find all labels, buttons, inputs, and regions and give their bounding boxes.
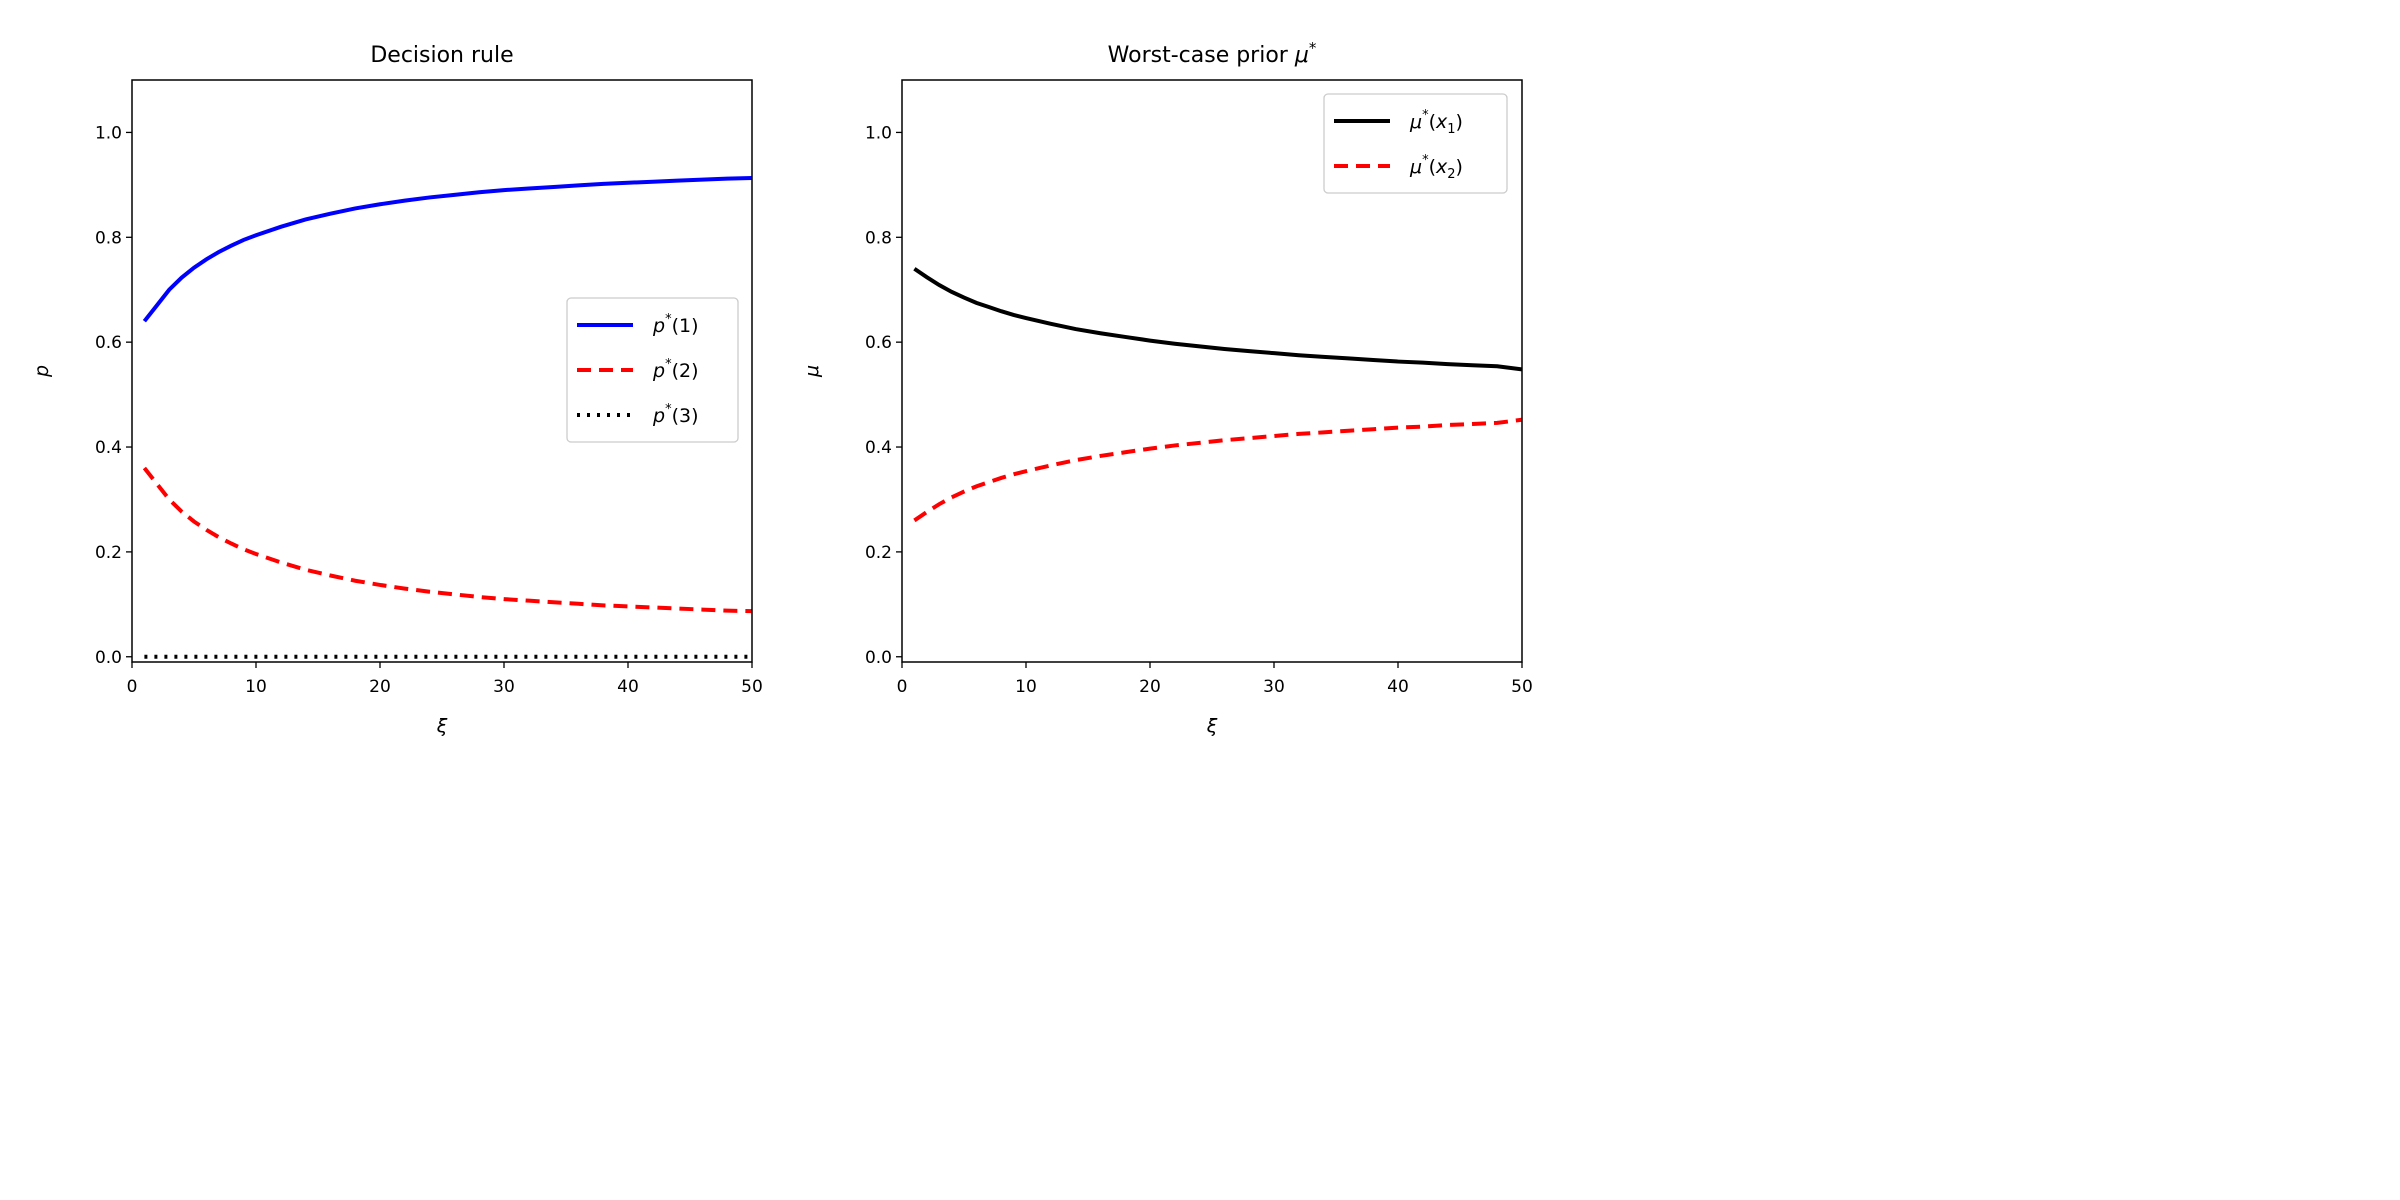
series-line-2 [142, 466, 752, 614]
series-line-2 [913, 417, 1522, 523]
y-tick-label: 0.2 [865, 543, 892, 563]
y-tick-label: 1.0 [865, 123, 892, 143]
x-tick-label: 10 [1015, 677, 1037, 697]
x-tick-label: 50 [741, 677, 763, 697]
chart-title: Decision rule [370, 43, 513, 68]
legend-box [1323, 93, 1508, 194]
x-axis-label: ξ [436, 715, 448, 737]
legend: μ*(x1) μ*(x2) [1323, 93, 1508, 194]
x-tick-label: 40 [1387, 677, 1409, 697]
y-tick-label: 0.6 [865, 333, 892, 353]
legend-label: μ*(x1) [1409, 108, 1463, 137]
x-tick-label: 0 [897, 677, 908, 697]
legend: p*(1) p*(2) p*(3) [566, 297, 739, 443]
x-tick-label: 0 [127, 677, 138, 697]
x-tick-label: 50 [1511, 677, 1533, 697]
legend-label: p*(3) [652, 402, 698, 427]
axes-frame [131, 79, 753, 663]
y-tick-label: 0.8 [95, 228, 122, 248]
y-tick-label: 0.0 [865, 648, 892, 668]
y-tick-label: 0.6 [95, 333, 122, 353]
chart-title: Worst-case prior μ* [1108, 39, 1317, 68]
legend-box [566, 297, 739, 443]
y-tick-label: 0.4 [95, 438, 122, 458]
chart-panel-2: Worst-case prior μ* 0 10 20 30 40 50 0.0 0.2 0.4 0… [801, 39, 1533, 737]
axes-frame [901, 79, 1523, 663]
y-tick-label: 0.2 [95, 543, 122, 563]
series-line-1 [913, 267, 1522, 372]
x-axis-label: ξ [1206, 715, 1218, 737]
x-tick-label: 30 [1263, 677, 1285, 697]
x-tick-label: 20 [1139, 677, 1161, 697]
y-axis-label: p [31, 365, 53, 378]
chart-panel-1: Decision rule 0 10 20 30 40 50 0.0 0.2 0.4 0.6 0.8 1… [31, 43, 763, 737]
y-axis-label: μ [801, 365, 823, 378]
legend-label: p*(1) [652, 312, 698, 337]
y-tick-label: 0.8 [865, 228, 892, 248]
x-tick-label: 40 [617, 677, 639, 697]
series-line-1 [142, 176, 752, 323]
x-tick-label: 20 [369, 677, 391, 697]
y-tick-label: 0.0 [95, 648, 122, 668]
y-tick-label: 0.4 [865, 438, 892, 458]
y-tick-label: 1.0 [95, 123, 122, 143]
legend-label: μ*(x2) [1409, 153, 1463, 182]
figure: Decision rule 0 10 20 30 40 50 0.0 0.2 0.4 0.6 0.8 1… [31, 39, 1533, 737]
legend-label: p*(2) [652, 357, 698, 382]
x-tick-label: 30 [493, 677, 515, 697]
x-tick-label: 10 [245, 677, 267, 697]
